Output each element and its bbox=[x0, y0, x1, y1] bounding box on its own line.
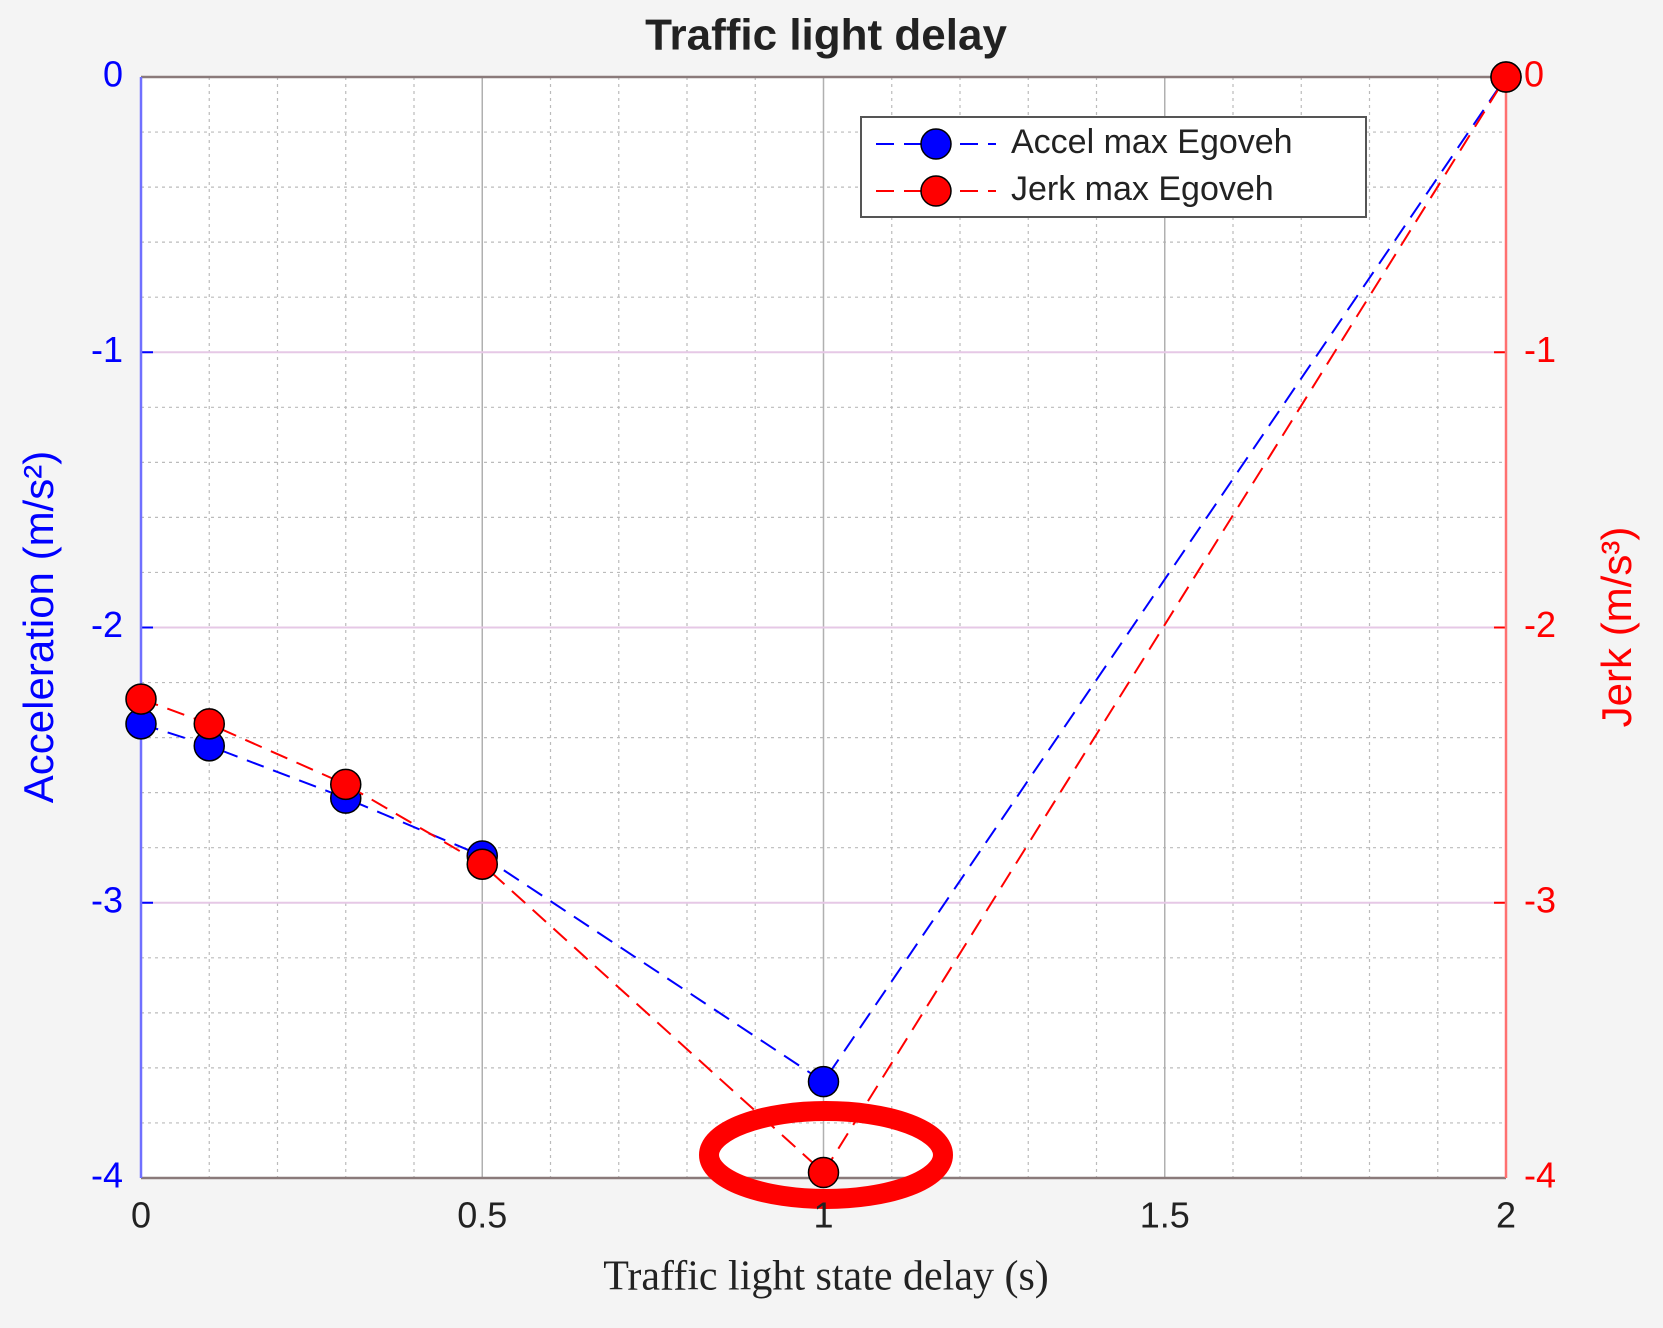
data-point bbox=[1490, 61, 1522, 93]
x-tick-label: 0.5 bbox=[457, 1195, 507, 1236]
legend-marker bbox=[920, 175, 952, 207]
grid bbox=[139, 75, 1508, 1180]
data-point bbox=[807, 1065, 840, 1098]
x-tick-label: 2 bbox=[1496, 1195, 1516, 1236]
y2-tick-label: -4 bbox=[1524, 1155, 1556, 1196]
y2-tick-label: -1 bbox=[1524, 329, 1556, 370]
y-tick-label: -3 bbox=[91, 879, 123, 920]
x-tick-label: 1 bbox=[813, 1195, 833, 1236]
data-point bbox=[193, 708, 225, 740]
y-tick-label: -4 bbox=[91, 1155, 123, 1196]
y-tick-label: 0 bbox=[103, 54, 123, 95]
legend: Accel max Egoveh Jerk max Egoveh bbox=[860, 116, 1367, 218]
data-point bbox=[466, 848, 498, 880]
legend-label: Jerk max Egoveh bbox=[1011, 170, 1274, 208]
x-axis-label: Traffic light state delay (s) bbox=[603, 1254, 1049, 1300]
y2-tick-label: -3 bbox=[1524, 879, 1556, 920]
data-point bbox=[807, 1156, 840, 1189]
highlight-ellipse bbox=[699, 1101, 953, 1209]
marks bbox=[125, 61, 1522, 1189]
x-tick-label: 0 bbox=[131, 1195, 151, 1236]
y-axis-label: Acceleration (m/s²) bbox=[15, 451, 62, 803]
y-tick-label: -1 bbox=[91, 329, 123, 370]
x-tick-label: 1.5 bbox=[1140, 1195, 1190, 1236]
data-point bbox=[125, 683, 157, 715]
chart-title: Traffic light delay bbox=[645, 11, 1007, 60]
data-point bbox=[330, 768, 362, 801]
y-tick-label: -2 bbox=[91, 604, 123, 645]
y2-axis-label: Jerk (m/s³) bbox=[1593, 527, 1640, 728]
legend-marker bbox=[920, 128, 952, 160]
legend-label: Accel max Egoveh bbox=[1011, 123, 1293, 161]
y2-tick-label: -2 bbox=[1524, 604, 1556, 645]
y2-tick-label: 0 bbox=[1524, 54, 1544, 95]
